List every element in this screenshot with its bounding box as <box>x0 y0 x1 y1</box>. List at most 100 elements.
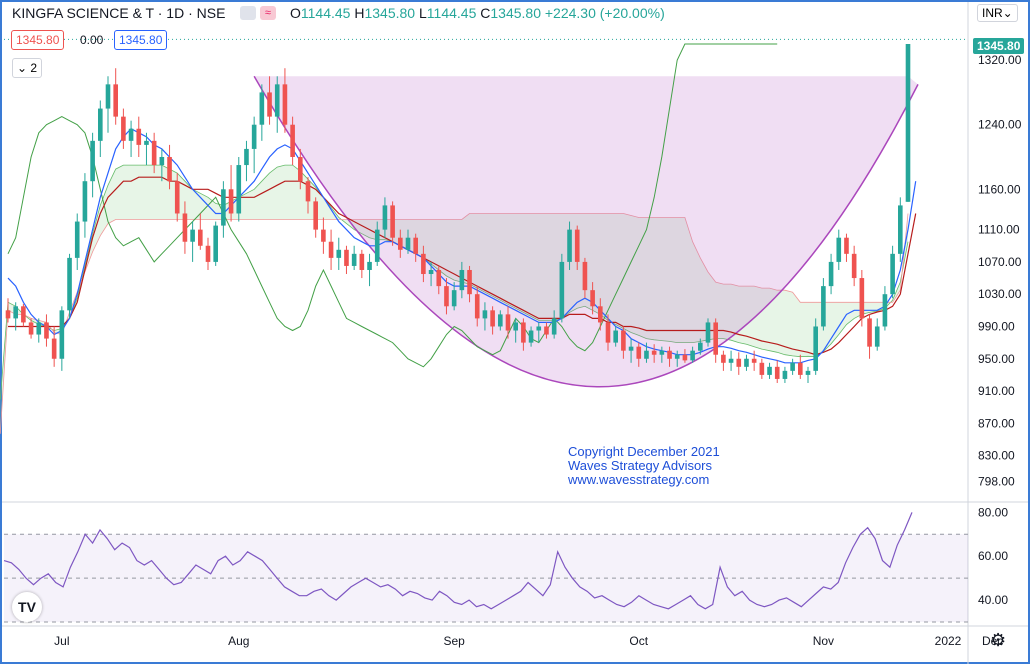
candle-body <box>121 116 126 141</box>
time-tick-label: Jul <box>54 634 69 648</box>
change-value: +224.30 (+20.00%) <box>544 5 665 21</box>
last-price-badge: 1345.80 <box>973 38 1025 54</box>
eye-icon[interactable] <box>240 6 256 21</box>
candle-body <box>144 140 149 145</box>
candle-body <box>267 92 272 117</box>
candle-body <box>767 366 772 375</box>
candle-body <box>51 338 57 359</box>
price-tick-label: 1030.00 <box>978 287 1022 301</box>
tradingview-logo-icon[interactable]: TV <box>12 592 42 622</box>
candle-body <box>221 189 226 226</box>
time-tick-label: 2022 <box>935 634 962 648</box>
candle-body <box>467 269 472 295</box>
rsi-tick-label: 80.00 <box>978 505 1008 519</box>
candle-body <box>421 253 426 275</box>
candle-body <box>213 225 218 262</box>
candle-body <box>174 181 180 214</box>
candle-body <box>444 286 449 307</box>
ohlc-readout: O1144.45 H1345.80 L1144.45 C1345.80 +224… <box>290 5 665 21</box>
sell-price-box[interactable]: 1345.80 <box>11 30 65 50</box>
price-tick-label: 830.00 <box>978 449 1015 463</box>
candle-body <box>690 350 695 361</box>
candle-body <box>351 253 357 266</box>
candle-body <box>774 366 780 379</box>
candle-body <box>790 362 795 371</box>
price-tick-label: 1110.00 <box>978 223 1020 237</box>
candle-body <box>190 229 195 242</box>
candle-body <box>744 358 749 367</box>
candle-body <box>21 306 26 323</box>
high-label: H <box>354 5 365 21</box>
candle-body <box>128 128 134 141</box>
candle-body <box>528 330 534 343</box>
candle-body <box>582 261 588 291</box>
candle-body <box>159 156 165 166</box>
buy-price-box[interactable]: 1345.80 <box>114 30 168 50</box>
time-tick-label: Aug <box>228 634 249 648</box>
candle-body <box>359 253 365 270</box>
candle-body <box>236 165 242 214</box>
candle-body <box>321 229 326 242</box>
currency-selector[interactable]: INR⌄ <box>977 4 1018 22</box>
candle-body <box>874 326 880 347</box>
low-value: 1144.45 <box>426 5 477 21</box>
copyright-line-3[interactable]: www.wavesstrategy.com <box>568 472 710 487</box>
candle-body <box>621 330 626 351</box>
ichimoku-lagging-line <box>7 43 778 368</box>
candle-body <box>798 362 803 375</box>
candle-body <box>74 221 80 258</box>
candle-body <box>451 290 457 307</box>
candle-body <box>836 237 842 262</box>
candle-body <box>36 322 42 335</box>
candle-body <box>290 124 295 157</box>
time-tick-label: Oct <box>629 634 648 648</box>
candle-body <box>505 314 511 331</box>
candle-body <box>313 201 318 230</box>
symbol-title[interactable]: KINGFA SCIENCE & T · 1D · NSE <box>12 5 226 21</box>
price-tick-label: 1070.00 <box>978 255 1022 269</box>
candle-body <box>151 140 157 166</box>
candle-body <box>274 84 280 117</box>
candle-body <box>713 322 718 355</box>
candle-body <box>544 326 549 335</box>
candle-body <box>644 350 649 359</box>
price-tick-label: 1240.00 <box>978 118 1022 132</box>
open-label: O <box>290 5 301 21</box>
candle-body <box>405 237 411 250</box>
price-tick-label: 870.00 <box>978 416 1015 430</box>
time-tick-label: Dec <box>982 634 1003 648</box>
cup-pattern-fill <box>254 76 919 387</box>
gear-icon[interactable]: ⚙ <box>990 630 1007 650</box>
copyright-line-1: Copyright December 2021 <box>568 444 720 459</box>
candle-body <box>436 269 442 287</box>
candle-body <box>98 108 103 141</box>
candle-body <box>374 229 380 262</box>
candle-body <box>5 310 11 319</box>
indicator-count: 2 <box>30 61 38 75</box>
candle-body <box>344 249 349 266</box>
candle-body <box>336 249 342 258</box>
candle-body <box>721 354 726 363</box>
candle-body <box>298 156 303 182</box>
candle-body <box>251 124 257 149</box>
low-label: L <box>418 5 427 21</box>
candle-body <box>305 181 311 202</box>
chevron-down-icon: ⌄ <box>17 61 28 75</box>
candle-body <box>228 189 234 214</box>
candle-body <box>13 306 18 319</box>
candle-body <box>113 84 118 117</box>
candle-body <box>136 128 142 145</box>
legend-toggles[interactable]: ≈ <box>240 4 280 22</box>
candle-body <box>628 346 634 351</box>
candle-body <box>867 318 872 347</box>
candle-body <box>521 322 526 343</box>
candle-body <box>498 314 503 327</box>
wave-icon[interactable]: ≈ <box>259 6 276 21</box>
indicator-collapse[interactable]: ⌄ 2 <box>12 58 43 78</box>
rsi-tick-label: 60.00 <box>978 549 1008 563</box>
candle-body <box>828 261 834 287</box>
candle-body <box>559 261 565 319</box>
candle-body <box>682 354 688 361</box>
candle-body <box>605 322 611 343</box>
